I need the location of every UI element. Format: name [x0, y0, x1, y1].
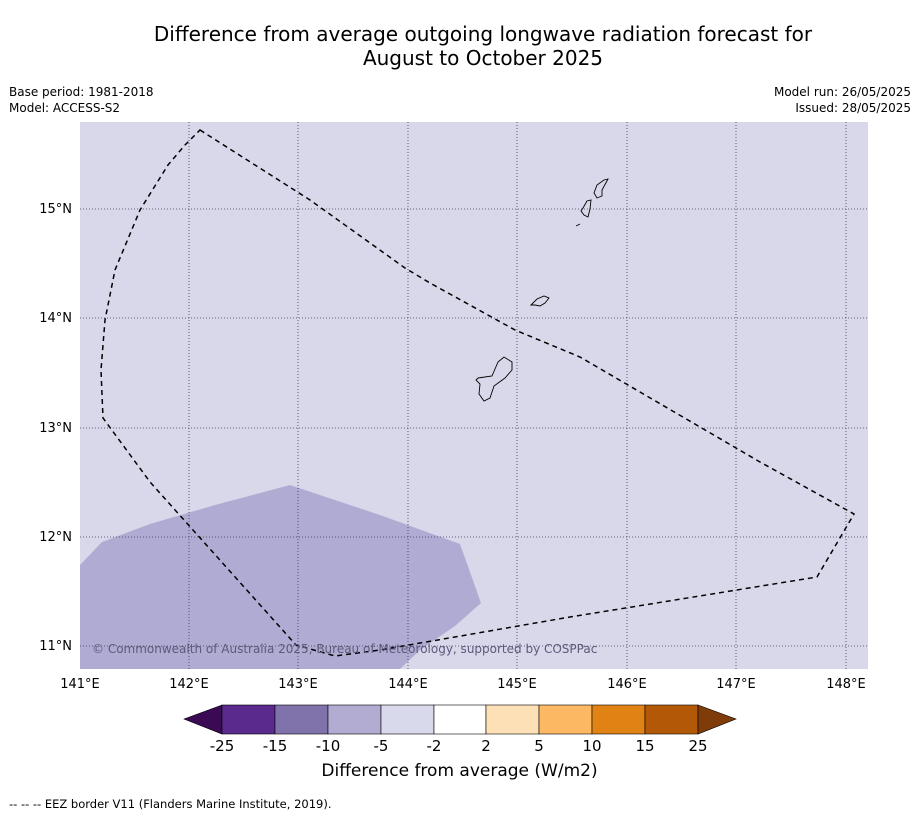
lon-label-148e: 148°E [826, 677, 866, 692]
lon-label-145e: 145°E [497, 677, 537, 692]
colorbar-extend-low [183, 704, 223, 735]
colorbar-tick: -15 [263, 737, 288, 755]
lon-label-143e: 143°E [278, 677, 318, 692]
colorbar-tick: -25 [210, 737, 235, 755]
lat-label-14n: 14°N [39, 311, 72, 326]
island-guam [475, 356, 513, 402]
lon-axis-labels: 141°E 142°E 143°E 144°E 145°E 146°E 147°… [60, 677, 866, 692]
island-tinian [580, 199, 592, 218]
colorbar-tick: 2 [481, 737, 491, 755]
model-run: Model run: 26/05/2025 [773, 85, 911, 99]
gridlines [80, 122, 868, 669]
model-name: Model: ACCESS-S2 [9, 101, 121, 115]
meta-right: Model run: 26/05/2025 Issued: 28/05/2025 [774, 84, 911, 116]
colorbar-tick: -5 [374, 737, 389, 755]
eez-border [100, 129, 856, 657]
colorbar-tick: 15 [635, 737, 654, 755]
map-title: Difference from average outgoing longwav… [0, 22, 919, 70]
colorbar-tick: -2 [427, 737, 442, 755]
lat-label-11n: 11°N [39, 639, 72, 654]
lon-label-141e: 141°E [60, 677, 100, 692]
colorbar-extend-high [697, 704, 737, 735]
lat-axis-labels: 15°N 14°N 13°N 12°N 11°N [39, 202, 72, 654]
colorbar [183, 704, 737, 735]
colorbar-tick: 25 [688, 737, 707, 755]
colorbar-bin [538, 704, 593, 735]
lon-label-146e: 146°E [607, 677, 647, 692]
colorbar-bin [221, 704, 276, 735]
lon-label-142e: 142°E [169, 677, 209, 692]
lat-label-13n: 13°N [39, 421, 72, 436]
colorbar-bin [591, 704, 646, 735]
anomaly-region [80, 485, 481, 669]
meta-left: Base period: 1981-2018 Model: ACCESS-S2 [9, 84, 154, 116]
eez-footnote: -- -- -- EEZ border V11 (Flanders Marine… [9, 797, 332, 811]
colorbar-bin [433, 704, 487, 735]
lon-label-147e: 147°E [716, 677, 756, 692]
lon-label-144e: 144°E [388, 677, 428, 692]
map-panel: © Commonwealth of Australia 2025, Bureau… [80, 122, 868, 669]
map-copyright: © Commonwealth of Australia 2025, Bureau… [92, 642, 597, 656]
colorbar-bin [380, 704, 435, 735]
lat-label-15n: 15°N [39, 202, 72, 217]
colorbar-bin [327, 704, 382, 735]
island-aguijan [575, 223, 581, 227]
colorbar-tick: 5 [534, 737, 544, 755]
issued-date: Issued: 28/05/2025 [795, 101, 911, 115]
island-saipan [593, 178, 609, 199]
colorbar-label: Difference from average (W/m2) [321, 761, 598, 781]
colorbar-bin [274, 704, 329, 735]
title-line-2: August to October 2025 [362, 46, 604, 70]
colorbar-bin [485, 704, 540, 735]
colorbar-ticks: -25 -15 -10 -5 -2 2 5 10 15 25 [210, 737, 708, 755]
colorbar-tick: -10 [316, 737, 341, 755]
colorbar-tick: 10 [582, 737, 601, 755]
island-rota [529, 295, 550, 307]
base-period: Base period: 1981-2018 [9, 85, 154, 99]
title-line-1: Difference from average outgoing longwav… [153, 22, 813, 46]
lat-label-12n: 12°N [39, 530, 72, 545]
islands [475, 178, 609, 402]
colorbar-bin [644, 704, 699, 735]
